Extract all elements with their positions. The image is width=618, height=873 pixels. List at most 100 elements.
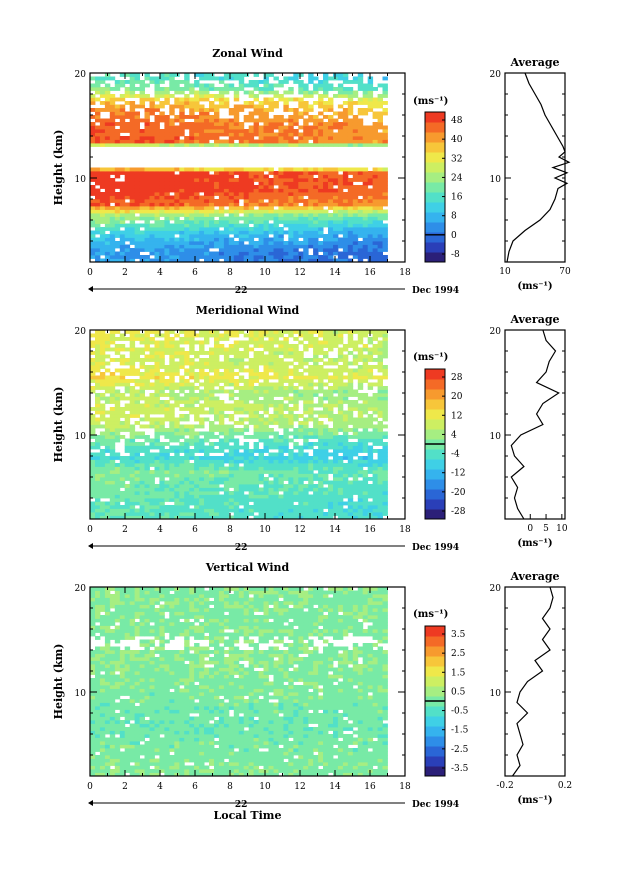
heatmap-cell	[377, 132, 383, 137]
heatmap-cell	[352, 424, 359, 429]
heatmap-cell	[377, 365, 383, 369]
heatmap-cell	[263, 90, 269, 95]
heatmap-cell	[283, 178, 289, 182]
heatmap-cell	[164, 213, 170, 217]
heatmap-cell	[214, 255, 220, 259]
heatmap-cell	[129, 480, 136, 485]
heatmap-cell	[169, 248, 175, 252]
heatmap-cell	[362, 125, 369, 130]
heatmap-cell	[95, 515, 101, 520]
heatmap-cell	[194, 185, 200, 189]
heatmap-cell	[194, 501, 200, 506]
heatmap-cell	[144, 139, 150, 144]
heatmap-cell	[298, 375, 304, 380]
heatmap-cell	[308, 501, 314, 506]
heatmap-cell	[124, 379, 131, 383]
heatmap-cell	[382, 216, 388, 221]
heatmap-cell	[114, 389, 121, 394]
heatmap-cell	[164, 143, 170, 147]
heatmap-cell	[189, 375, 195, 380]
heatmap-cell	[104, 470, 111, 474]
heatmap-cell	[95, 167, 101, 172]
heatmap-cell	[268, 501, 274, 506]
heatmap-cell	[288, 424, 294, 429]
heatmap-cell	[174, 143, 180, 147]
heatmap-cell	[95, 255, 101, 259]
heatmap-cell	[278, 389, 284, 394]
heatmap-cell	[352, 403, 359, 408]
heatmap-cell	[352, 466, 359, 471]
heatmap-cell	[90, 202, 96, 207]
heatmap-cell	[382, 403, 388, 408]
heatmap-cell	[169, 104, 175, 109]
heatmap-cell	[328, 132, 334, 137]
heatmap-cell	[228, 258, 235, 263]
heatmap-cell	[357, 202, 364, 207]
heatmap-cell	[357, 515, 364, 520]
heatmap-cell	[243, 174, 250, 179]
heatmap-cell	[273, 466, 279, 471]
heatmap-cell	[318, 477, 324, 481]
heatmap-cell	[204, 393, 210, 397]
heatmap-cell	[273, 83, 279, 88]
heatmap-cell	[347, 494, 354, 499]
heatmap-cell	[283, 389, 289, 394]
heatmap-cell	[278, 248, 284, 252]
heatmap-cell	[318, 498, 324, 502]
heatmap-cell	[238, 206, 245, 210]
heatmap-cell	[238, 76, 245, 81]
heatmap-cell	[214, 118, 220, 123]
heatmap-cell	[318, 466, 324, 471]
heatmap-cell	[253, 424, 259, 429]
heatmap-cell	[233, 477, 240, 481]
heatmap-cell	[357, 494, 364, 499]
heatmap-cell	[273, 389, 279, 394]
heatmap-cell	[204, 178, 210, 182]
heatmap-cell	[149, 129, 155, 133]
heatmap-cell	[209, 484, 215, 488]
heatmap-cell	[337, 178, 344, 182]
heatmap-cell	[328, 508, 334, 513]
heatmap-cell	[99, 234, 106, 238]
heatmap-cell	[144, 223, 150, 228]
heatmap-cell	[362, 512, 369, 516]
heatmap-cell	[223, 428, 230, 432]
heatmap-cell	[179, 459, 185, 464]
heatmap-cell	[258, 227, 264, 231]
heatmap-cell	[228, 125, 235, 130]
heatmap-cell	[273, 400, 279, 404]
heatmap-cell	[104, 435, 111, 439]
heatmap-cell	[144, 188, 150, 193]
heatmap-cell	[119, 515, 126, 520]
heatmap-cell	[223, 129, 230, 133]
heatmap-cell	[204, 396, 210, 401]
heatmap-cell	[179, 484, 185, 488]
heatmap-cell	[352, 94, 359, 98]
heatmap-cell	[104, 108, 111, 112]
heatmap-cell	[228, 403, 235, 408]
heatmap-cell	[90, 487, 96, 492]
heatmap-cell	[357, 122, 364, 126]
heatmap-cell	[382, 230, 388, 235]
heatmap-cell	[179, 174, 185, 179]
heatmap-cell	[268, 171, 274, 175]
heatmap-cell	[303, 104, 309, 109]
heatmap-cell	[184, 494, 190, 499]
heatmap-cell	[99, 244, 106, 249]
heatmap-cell	[218, 442, 225, 446]
heatmap-cell	[333, 143, 339, 147]
heatmap-cell	[248, 195, 255, 200]
heatmap-cell	[129, 393, 136, 397]
heatmap-cell	[253, 459, 259, 464]
heatmap-cell	[218, 379, 225, 383]
heatmap-cell	[159, 255, 165, 259]
heatmap-cell	[323, 389, 329, 394]
heatmap-cell	[328, 251, 334, 256]
heatmap-cell	[293, 515, 299, 520]
heatmap-cell	[308, 512, 314, 516]
heatmap-cell	[313, 484, 319, 488]
heatmap-cell	[199, 466, 205, 471]
heatmap-cell	[308, 181, 314, 186]
heatmap-cell	[119, 181, 126, 186]
heatmap-cell	[342, 396, 349, 401]
